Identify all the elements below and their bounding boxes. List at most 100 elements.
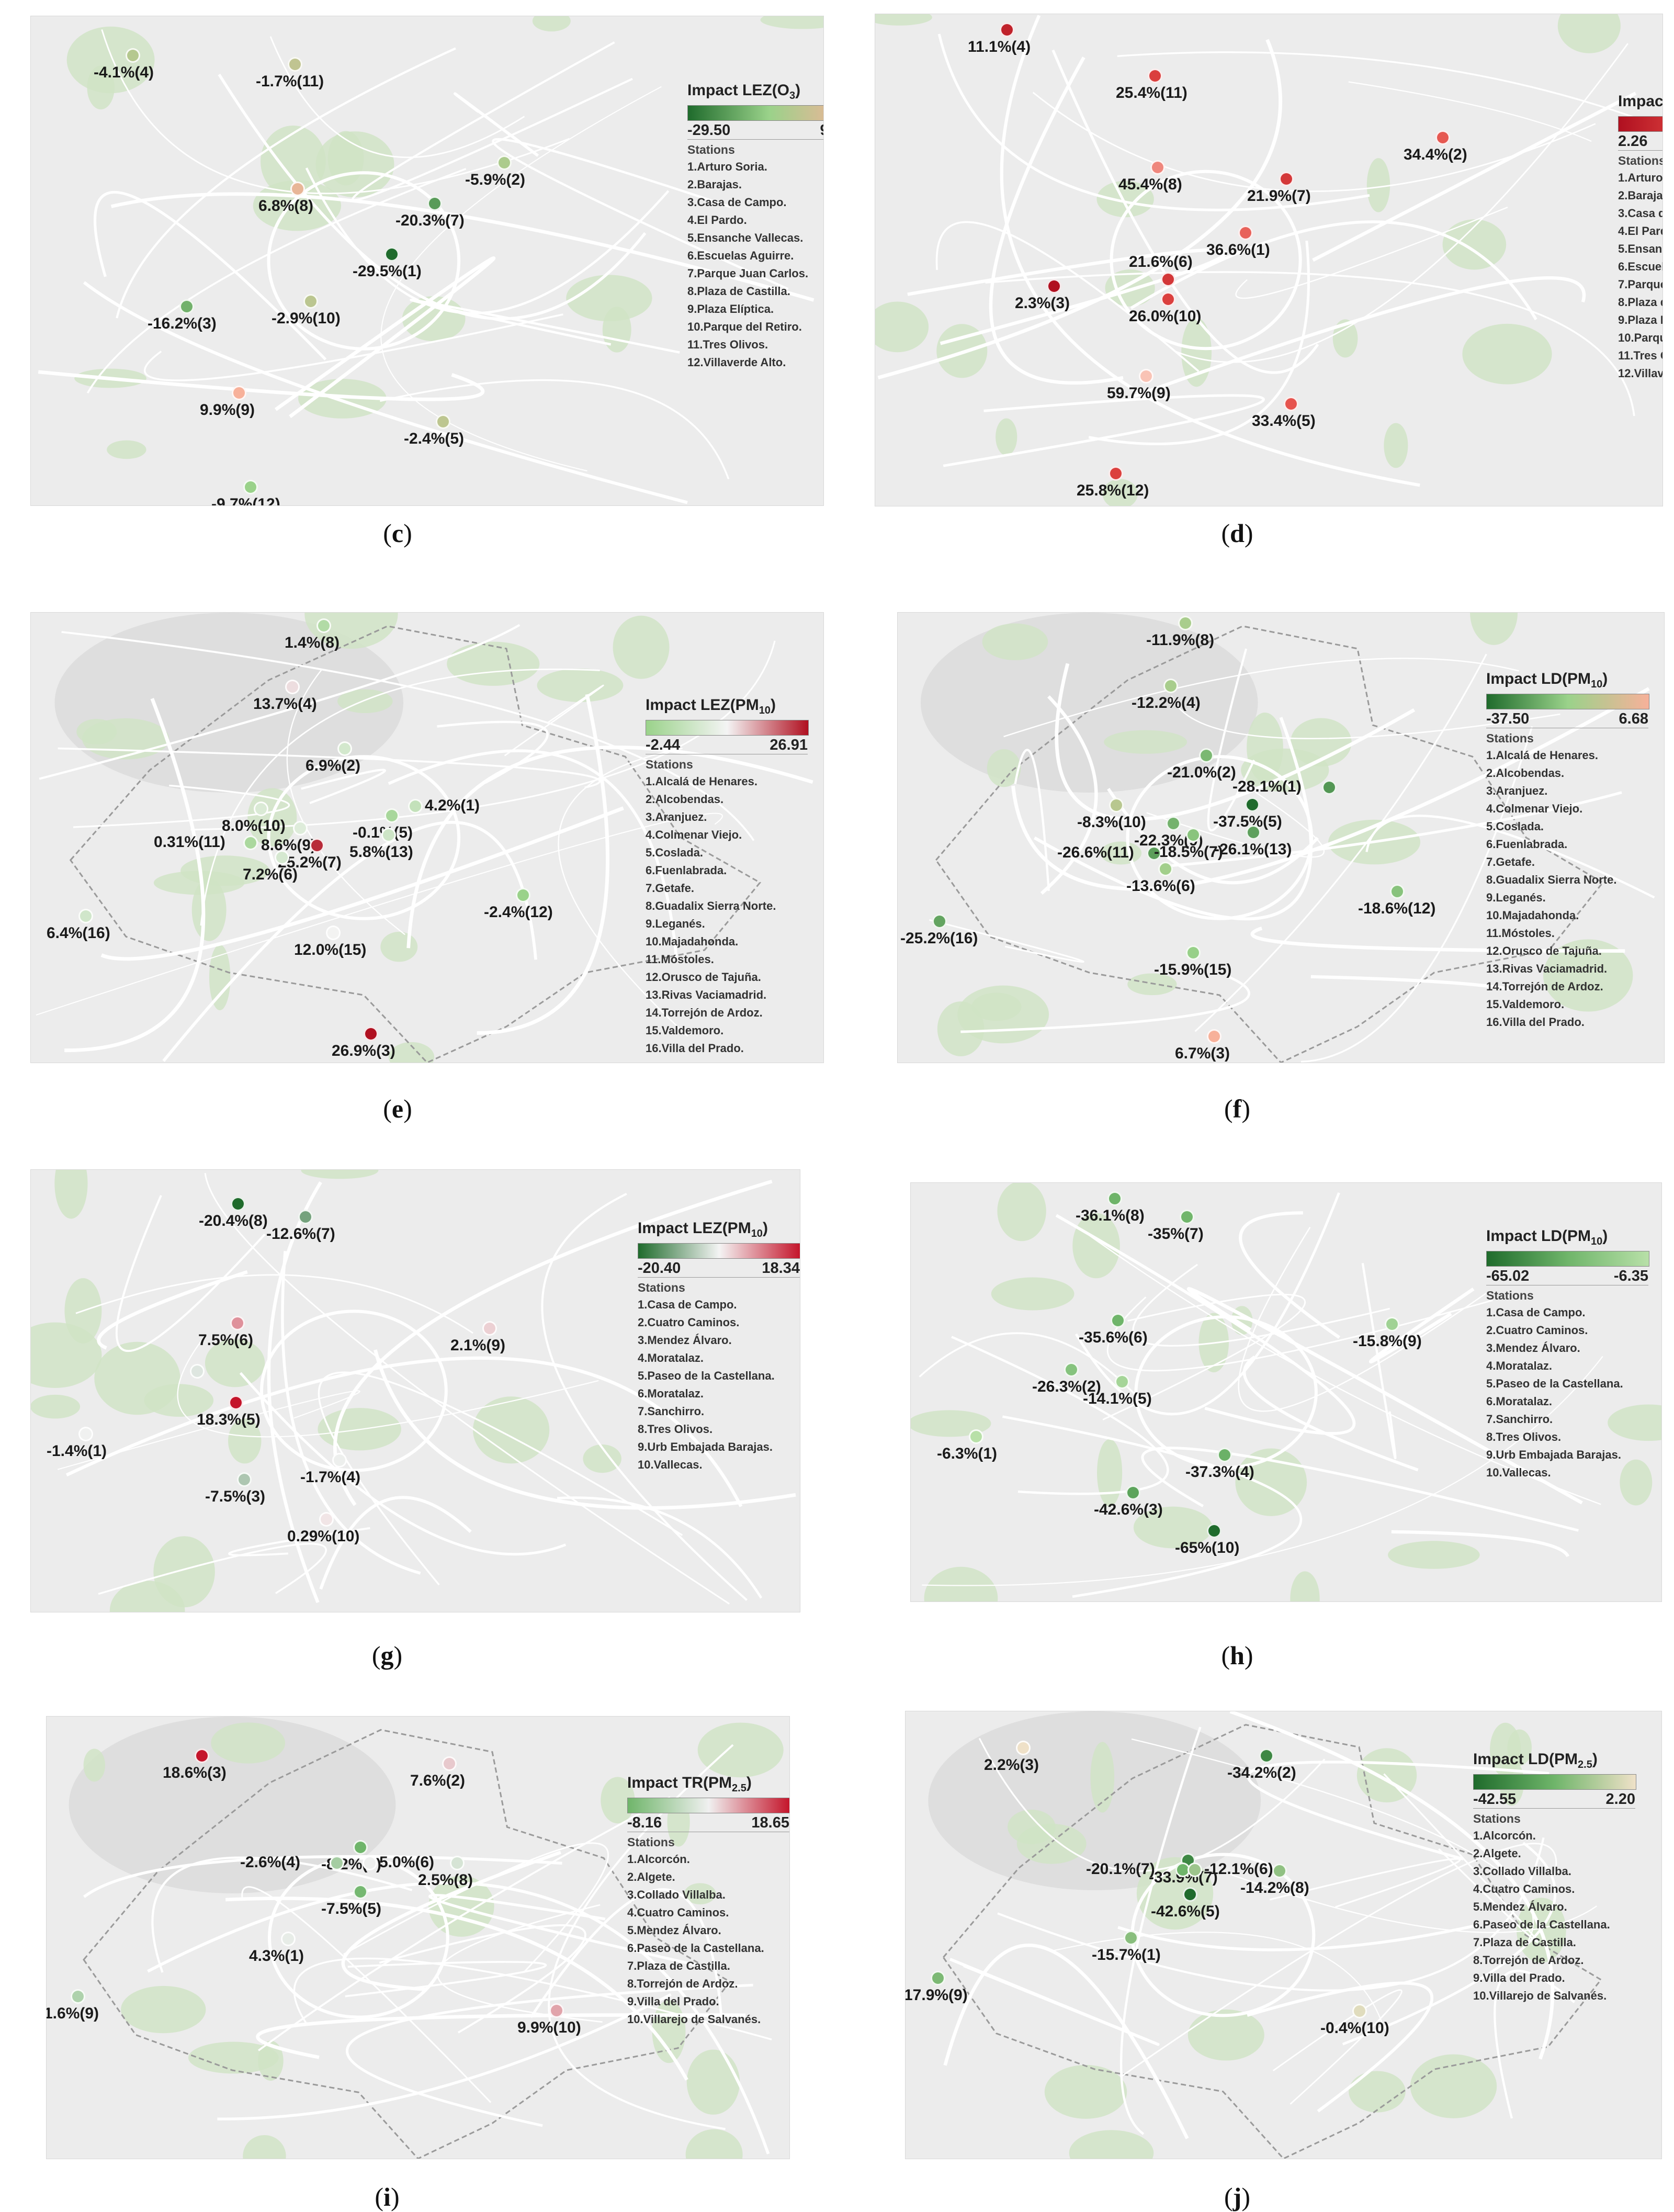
station-marker[interactable] xyxy=(450,1856,465,1870)
station-marker[interactable] xyxy=(1259,1748,1274,1763)
station-marker[interactable] xyxy=(384,247,399,262)
station-list-item: 11.Móstoles. xyxy=(646,953,714,966)
station-marker[interactable] xyxy=(516,888,530,902)
station-marker[interactable] xyxy=(549,2003,564,2018)
station-marker[interactable] xyxy=(1352,2004,1367,2018)
station-marker[interactable] xyxy=(1322,780,1337,795)
station-marker[interactable] xyxy=(290,182,305,196)
station-marker[interactable] xyxy=(332,1453,347,1468)
station-marker[interactable] xyxy=(1246,825,1261,840)
station-marker[interactable] xyxy=(1161,292,1175,307)
station-marker[interactable] xyxy=(330,1856,344,1870)
park-area xyxy=(532,16,571,32)
station-marker[interactable] xyxy=(1207,1029,1221,1044)
station-marker[interactable] xyxy=(931,1971,945,1985)
station-marker[interactable] xyxy=(1186,945,1201,960)
station-marker[interactable] xyxy=(408,799,423,814)
station-marker[interactable] xyxy=(1124,1931,1138,1945)
station-marker[interactable] xyxy=(1180,1210,1194,1224)
station-marker[interactable] xyxy=(1284,397,1298,411)
station-marker[interactable] xyxy=(1109,798,1124,812)
station-marker[interactable] xyxy=(1147,846,1161,861)
station-marker[interactable] xyxy=(319,1512,334,1527)
station-marker[interactable] xyxy=(1187,1863,1202,1877)
station-marker[interactable] xyxy=(229,1395,243,1410)
station-marker[interactable] xyxy=(281,1932,296,1946)
station-marker[interactable] xyxy=(1111,1313,1125,1328)
station-marker[interactable] xyxy=(1166,816,1181,831)
station-marker[interactable] xyxy=(195,1748,209,1763)
station-marker[interactable] xyxy=(381,828,396,842)
station-marker[interactable] xyxy=(326,926,341,940)
station-marker[interactable] xyxy=(230,1316,245,1330)
station-marker[interactable] xyxy=(179,299,194,314)
station-marker[interactable] xyxy=(1207,1523,1221,1538)
station-marker[interactable] xyxy=(275,850,289,865)
station-marker[interactable] xyxy=(288,57,302,72)
station-marker[interactable] xyxy=(1158,862,1173,876)
station-marker[interactable] xyxy=(1163,679,1178,693)
park-area xyxy=(537,669,624,702)
station-marker[interactable] xyxy=(1435,130,1450,145)
station-marker[interactable] xyxy=(353,1840,368,1855)
station-marker[interactable] xyxy=(310,838,324,853)
station-marker[interactable] xyxy=(303,294,318,309)
map-background xyxy=(31,1170,796,1612)
station-value-label: 26.0%(10) xyxy=(1129,308,1202,325)
station-marker[interactable] xyxy=(1199,748,1214,763)
station-marker[interactable] xyxy=(254,802,268,816)
station-marker[interactable] xyxy=(237,1472,252,1487)
station-marker[interactable] xyxy=(243,480,258,494)
station-marker[interactable] xyxy=(1150,160,1165,175)
station-marker[interactable] xyxy=(442,1756,457,1771)
road xyxy=(1238,1226,1487,1412)
station-marker[interactable] xyxy=(316,618,331,633)
station-marker[interactable] xyxy=(285,680,300,694)
station-marker[interactable] xyxy=(190,1364,205,1379)
station-marker[interactable] xyxy=(1217,1448,1232,1462)
station-marker[interactable] xyxy=(1390,884,1405,899)
station-marker[interactable] xyxy=(932,914,947,929)
station-marker[interactable] xyxy=(126,48,140,63)
station-marker[interactable] xyxy=(1148,69,1162,83)
station-marker[interactable] xyxy=(1139,369,1153,383)
station-marker[interactable] xyxy=(298,1210,313,1224)
station-marker[interactable] xyxy=(1115,1374,1129,1389)
station-marker[interactable] xyxy=(1107,1191,1122,1206)
station-marker[interactable] xyxy=(78,909,93,923)
station-marker[interactable] xyxy=(1064,1362,1079,1377)
station-marker[interactable] xyxy=(1178,616,1193,630)
station-marker[interactable] xyxy=(1109,466,1123,481)
station-marker[interactable] xyxy=(1126,1485,1140,1500)
station-marker[interactable] xyxy=(1000,22,1014,37)
station-marker[interactable] xyxy=(1272,1864,1287,1878)
station-marker[interactable] xyxy=(71,1989,85,2004)
station-marker[interactable] xyxy=(436,414,450,429)
station-marker[interactable] xyxy=(1161,272,1175,287)
station-marker[interactable] xyxy=(969,1429,983,1444)
station-marker[interactable] xyxy=(353,1884,368,1899)
station-marker[interactable] xyxy=(293,821,308,836)
station-marker[interactable] xyxy=(1016,1741,1031,1755)
station-marker[interactable] xyxy=(364,1026,378,1041)
station-marker[interactable] xyxy=(243,836,258,850)
station-marker[interactable] xyxy=(1183,1887,1197,1902)
station-marker[interactable] xyxy=(337,741,352,756)
station-marker[interactable] xyxy=(427,196,442,211)
station-list-item: 7.Plaza de Castilla. xyxy=(627,1959,730,1972)
station-marker[interactable] xyxy=(497,155,512,170)
station-marker[interactable] xyxy=(231,1197,245,1211)
station-marker[interactable] xyxy=(363,1856,377,1870)
station-marker[interactable] xyxy=(1385,1317,1399,1331)
station-marker[interactable] xyxy=(1186,828,1201,842)
station-marker[interactable] xyxy=(1245,797,1260,812)
station-marker[interactable] xyxy=(384,808,399,823)
road xyxy=(241,1886,492,2103)
station-marker[interactable] xyxy=(1238,225,1253,240)
station-marker[interactable] xyxy=(1047,279,1061,294)
station-marker[interactable] xyxy=(78,1427,93,1441)
station-marker[interactable] xyxy=(232,386,246,400)
station-marker[interactable] xyxy=(1279,172,1294,186)
station-marker[interactable] xyxy=(482,1321,497,1336)
park-area xyxy=(1543,939,1633,1012)
